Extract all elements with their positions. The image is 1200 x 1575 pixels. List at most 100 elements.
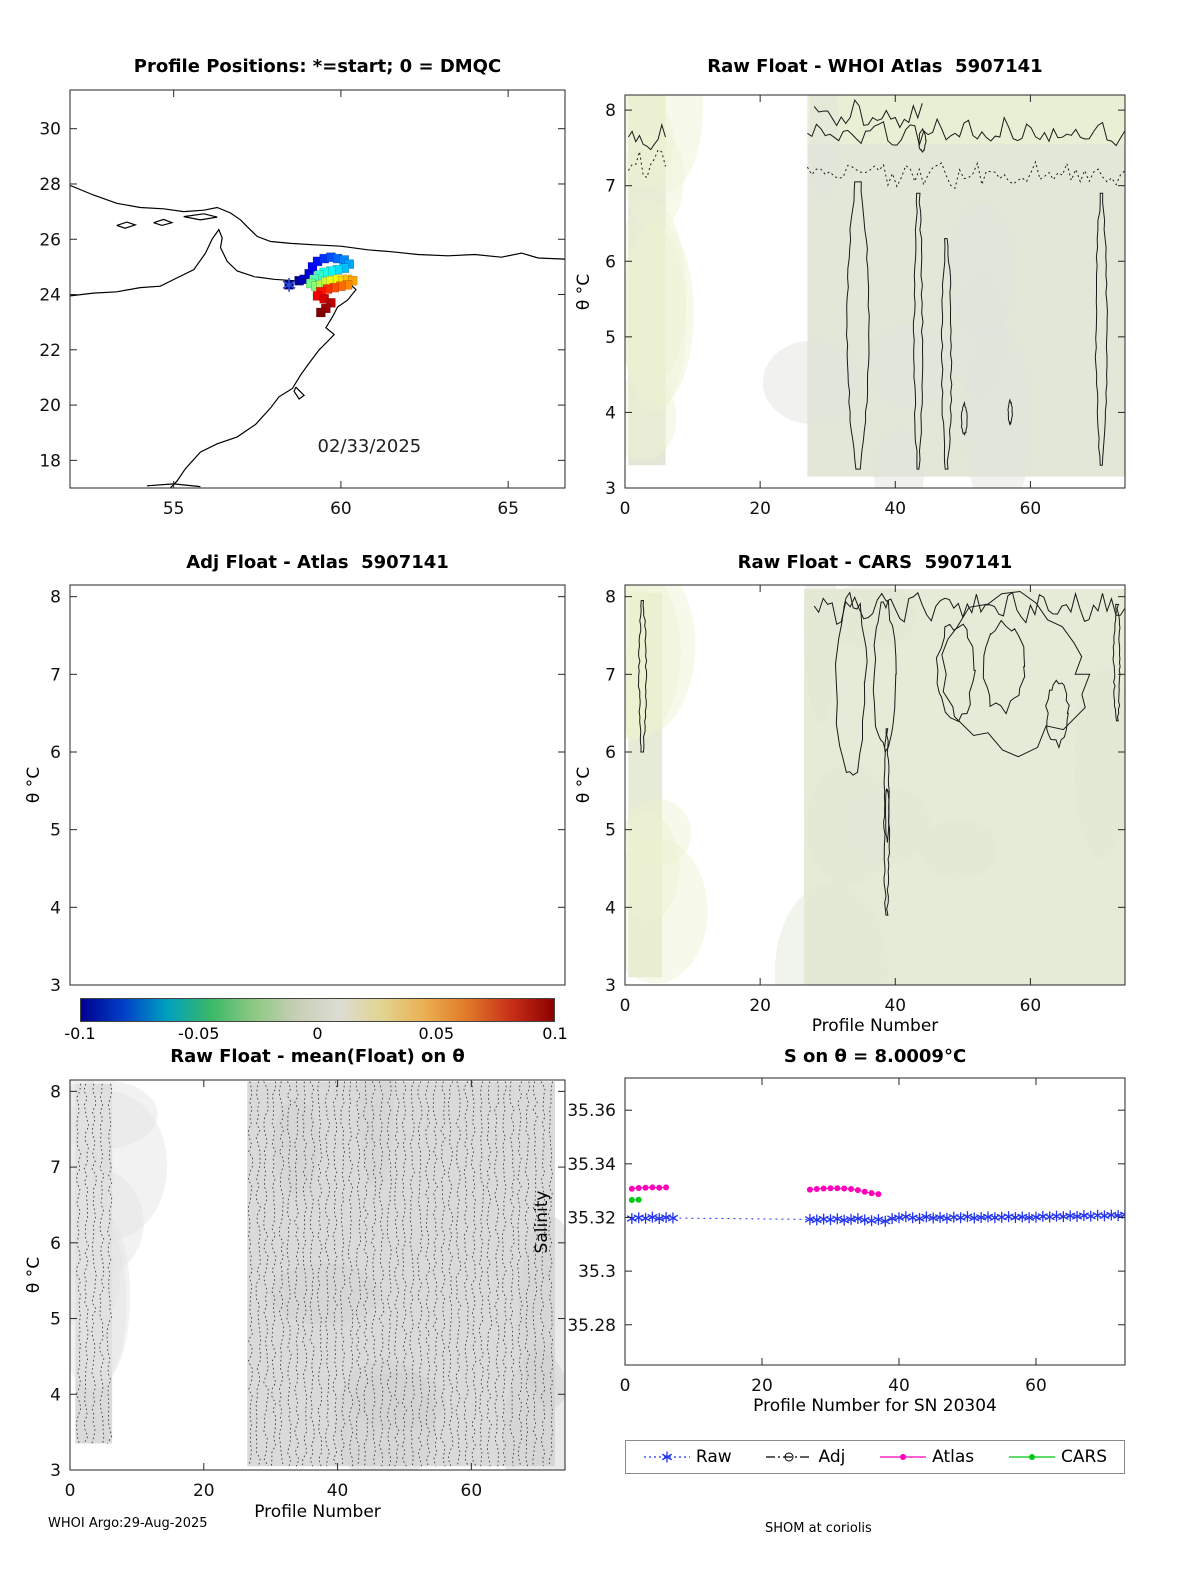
dotted-contour [417,1081,423,1467]
dotted-contour [363,1081,369,1467]
shade-patch [625,199,687,388]
dotted-contour [309,1081,315,1467]
legend-label: CARS [1060,1447,1108,1467]
adj-series-swatch-icon [766,1452,813,1462]
x-tick-label: 40 [884,499,906,519]
y-tick-label: 4 [605,403,616,423]
y-tick-label: 6 [605,743,616,763]
legend-marker [1028,1454,1035,1460]
shade-patch [70,1204,131,1390]
contour-loop [637,600,648,753]
x-tick-label: 60 [1025,1376,1047,1396]
asterisk-marker [1119,1211,1125,1216]
dotted-contour [76,1083,82,1444]
dotted-contour [440,1081,446,1467]
shade-patch [625,95,674,189]
shade-patch [625,374,677,462]
axes-frame [69,584,566,986]
asterisk-marker [1119,1214,1125,1219]
legend-item-atlas: Atlas [879,1447,974,1467]
asterisk-marker [1024,1214,1035,1222]
legend-item-adj: Adj [765,1447,845,1467]
raw_whoi-panel: 0 20 40 60 3 4 5 6 7 8 [605,94,1126,519]
y-tick-label: 3 [50,1461,61,1481]
dotted-contour [455,1081,462,1467]
shade-patch [70,1091,168,1241]
coastline [116,221,138,229]
y-tick-label: 35.28 [567,1316,616,1336]
asterisk-marker [1113,1212,1124,1219]
x-tick-label: 0 [620,996,631,1016]
asterisk-marker [852,1215,863,1222]
asterisk-marker [996,1213,1007,1221]
contour-loop [1112,603,1121,722]
asterisk-marker [1085,1212,1096,1220]
x-tick-label: 20 [749,996,771,1016]
asterisk-marker [900,1213,911,1220]
raw-series-swatch-icon [643,1451,690,1463]
asterisk-marker [1058,1213,1069,1220]
axes-frame [69,89,566,489]
contour-loop [845,181,870,470]
contour-band [807,95,1125,477]
shade-patch [358,1080,395,1190]
y-tick-label: 8 [605,588,616,608]
asterisk-marker [893,1214,905,1222]
asterisk-marker [976,1214,987,1221]
float-position-marker [307,262,318,272]
shade-patch [625,812,680,922]
y-tick-label: 8 [50,588,61,608]
y-tick-label: 6 [50,1234,61,1254]
contour-line [813,591,1125,625]
shade-patch [804,585,838,723]
mean-title: Raw Float - mean(Float) on θ [170,1046,465,1067]
contour-blob [982,619,1026,715]
y-tick-label: 5 [50,821,61,841]
asterisk-marker [282,280,296,290]
coastline [153,218,174,227]
dotted-contour [532,1081,538,1467]
dotted-contour [394,1081,400,1467]
shade-patch [269,1263,381,1325]
shade-patch [70,1080,102,1240]
dotted-contour [106,1083,113,1444]
y-tick-label: 20 [39,396,61,416]
y-tick-label: 35.32 [567,1208,616,1228]
cars-title: Raw Float - CARS 5907141 [737,552,1013,573]
contour-blob [884,788,890,843]
dotted-contour [463,1081,469,1467]
dotted-contour [294,1081,300,1467]
atlas-point [827,1185,834,1192]
contour-blob [872,599,897,753]
atlas-point [861,1188,868,1195]
y-tick-label: 3 [605,479,616,499]
asterisk-marker [647,1213,658,1221]
y-tick-label: 5 [605,821,616,841]
shade-patch [352,1372,447,1431]
y-tick-label: 5 [605,328,616,348]
colorbar-tick: 0.05 [418,1024,455,1043]
x-tick-label: 60 [1020,996,1042,1016]
shade-patch [625,585,650,745]
y-tick-label: 7 [50,1158,61,1178]
asterisk-marker [1134,1212,1144,1218]
footer-left: WHOI Argo:29-Aug-2025 [48,1516,208,1531]
shade-patch [866,323,958,409]
legend-marker [900,1454,907,1460]
colorbar-tick: -0.05 [178,1024,220,1043]
shade-patch [953,272,1008,397]
axes-frame [69,1079,566,1471]
adj-title: Adj Float - Atlas 5907141 [186,552,449,573]
asterisk-marker [1044,1213,1055,1221]
mean-ylabel: θ °C [24,1256,44,1294]
x-tick-label: 40 [327,1481,349,1501]
whoi-title: Raw Float - WHOI Atlas 5907141 [707,56,1043,77]
contour-loop [883,728,891,916]
axes-frame [624,94,1126,489]
asterisk-marker [914,1215,925,1222]
axes-frame [624,584,1126,986]
salinity-title: S on θ = 8.0009°C [783,1046,967,1067]
asterisk-marker [962,1213,973,1220]
shade-patch [77,1223,127,1381]
